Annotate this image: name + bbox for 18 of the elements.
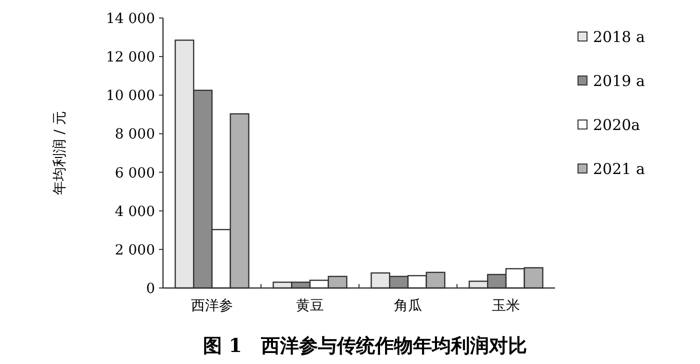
y-tick-label: 0	[146, 281, 155, 297]
x-tick-label: 角瓜	[394, 298, 422, 314]
y-tick-label: 14 000	[106, 11, 155, 27]
x-tick-label: 黄豆	[296, 298, 324, 314]
y-tick-label: 12 000	[106, 50, 155, 66]
y-axis-title: 年均利润 / 元	[52, 111, 68, 195]
y-tick-label: 4 000	[114, 204, 155, 220]
legend-label: 2020a	[593, 116, 640, 134]
y-tick-label: 10 000	[106, 88, 155, 104]
text: 图 1 西洋参与传统作物年均利润对比	[203, 335, 527, 357]
legend-label: 2018 a	[593, 28, 645, 46]
y-tick-label: 6 000	[114, 165, 155, 182]
y-tick-label: 8 000	[114, 126, 155, 143]
y-tick-label: 2 000	[114, 242, 155, 258]
legend-label: 2021 a	[593, 160, 645, 178]
legend-label: 2019 a	[593, 72, 645, 90]
x-tick-label: 西洋参	[191, 298, 233, 314]
x-tick-label: 玉米	[492, 298, 520, 314]
